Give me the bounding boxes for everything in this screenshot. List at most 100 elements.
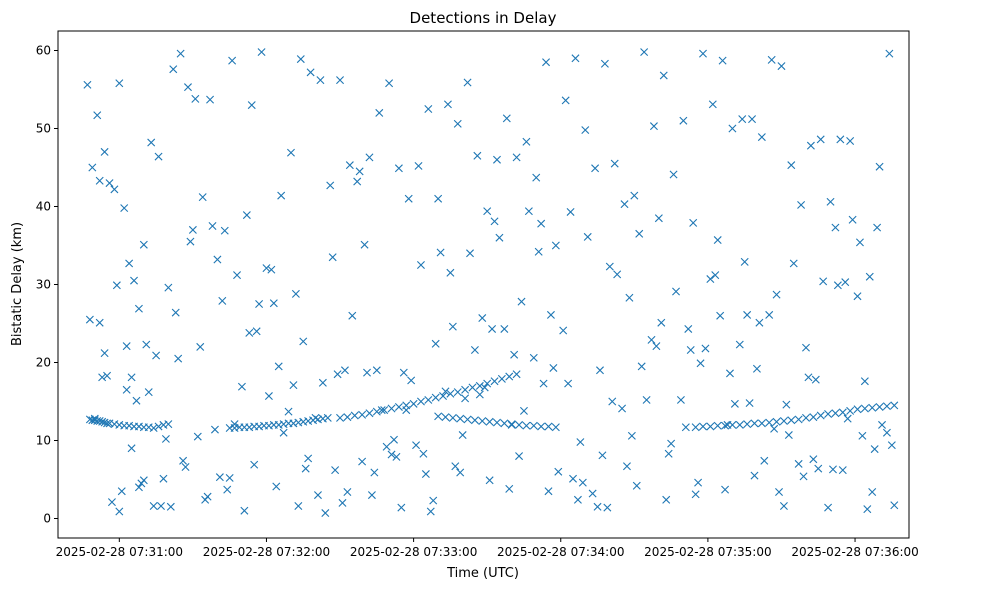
scatter-point: [208, 222, 217, 230]
scatter-point: [593, 502, 602, 511]
track-point: [475, 381, 484, 390]
scatter-point: [117, 487, 126, 496]
scatter-point: [694, 478, 703, 487]
scatter-point: [443, 100, 452, 109]
scatter-point: [551, 241, 560, 250]
scatter-point: [186, 237, 195, 246]
x-tick-label: 2025-02-28 07:33:00: [350, 545, 477, 559]
scatter-point: [478, 314, 487, 323]
track-point: [470, 416, 479, 425]
track-point: [765, 418, 774, 427]
x-tick-label: 2025-02-28 07:31:00: [56, 545, 183, 559]
scatter-point: [691, 490, 700, 499]
scatter-point: [112, 281, 121, 290]
scatter-point: [107, 498, 116, 507]
track-point: [522, 421, 531, 430]
scatter-point: [90, 414, 99, 423]
scatter-point: [561, 96, 570, 105]
scatter-point: [110, 185, 119, 194]
scatter-point: [811, 375, 820, 384]
scatter-point: [338, 498, 347, 507]
scatter-point: [220, 226, 229, 235]
scatter-point: [701, 344, 710, 353]
scatter-point: [416, 261, 425, 269]
scatter-point: [289, 381, 298, 390]
scatter-point: [711, 271, 720, 280]
track-point: [882, 402, 891, 411]
scatter-point: [576, 438, 585, 447]
track-point: [551, 423, 560, 432]
scatter-point: [760, 456, 769, 465]
scatter-point: [164, 283, 173, 292]
scatter-point: [426, 507, 435, 516]
scatter-point: [470, 346, 479, 355]
scatter-point: [448, 322, 457, 331]
scatter-point: [799, 472, 808, 481]
track-point: [750, 419, 759, 428]
scatter-point: [402, 406, 411, 415]
track-point: [103, 419, 112, 428]
scatter-point: [463, 78, 472, 87]
scatter-point: [95, 176, 104, 185]
scatter-point: [718, 56, 727, 65]
track-point: [537, 422, 546, 431]
scatter-point: [740, 257, 749, 266]
scatter-point: [657, 318, 666, 327]
track-point: [380, 406, 389, 415]
track-point: [461, 385, 470, 394]
scatter-point: [652, 342, 661, 351]
scatter-point: [755, 318, 764, 327]
track-point: [98, 417, 107, 426]
track-point: [875, 402, 884, 411]
scatter-point: [524, 207, 533, 216]
scatter-point: [387, 450, 396, 459]
scatter-point: [833, 281, 842, 290]
scatter-point: [434, 194, 443, 203]
scatter-point: [725, 369, 734, 378]
x-axis-label: Time (UTC): [446, 566, 519, 581]
scatter-point: [419, 449, 428, 458]
scatter-point: [370, 468, 379, 477]
scatter-point: [466, 249, 475, 258]
track-point: [743, 420, 752, 429]
scatter-point: [728, 124, 737, 133]
track-point: [478, 417, 487, 425]
track-point: [507, 420, 516, 429]
scatter-point: [549, 363, 558, 372]
scatter-point: [115, 79, 124, 88]
scatter-point: [610, 159, 619, 168]
scatter-point: [529, 353, 538, 362]
track-point: [336, 413, 345, 422]
scatter-point: [147, 138, 156, 147]
scatter-point: [831, 223, 840, 232]
scatter-point: [539, 379, 548, 388]
scatter-point: [127, 444, 136, 453]
track-point: [868, 403, 877, 412]
track-point: [757, 419, 766, 428]
scatter-point: [679, 116, 688, 125]
scatter-point: [191, 94, 200, 103]
scatter-point: [269, 299, 278, 308]
scatter-point: [206, 95, 215, 104]
scatter-point: [451, 462, 460, 471]
track-point: [691, 423, 700, 432]
scatter-point: [787, 161, 796, 170]
scatter-point: [245, 328, 254, 337]
scatter-point: [809, 455, 818, 464]
track-point: [853, 405, 862, 414]
scatter-point: [544, 487, 553, 496]
scatter-point: [183, 83, 192, 92]
scatter-point: [596, 366, 604, 375]
scatter-point: [804, 373, 813, 382]
scatter-point: [797, 200, 806, 209]
track-point: [721, 421, 730, 430]
scatter-point: [274, 362, 283, 371]
scatter-point: [115, 507, 124, 516]
scatter-point: [625, 293, 634, 302]
scatter-point: [828, 465, 837, 474]
scatter-point: [507, 420, 516, 429]
scatter-point: [890, 501, 899, 510]
scatter-point: [696, 359, 705, 368]
scatter-point: [605, 262, 614, 271]
